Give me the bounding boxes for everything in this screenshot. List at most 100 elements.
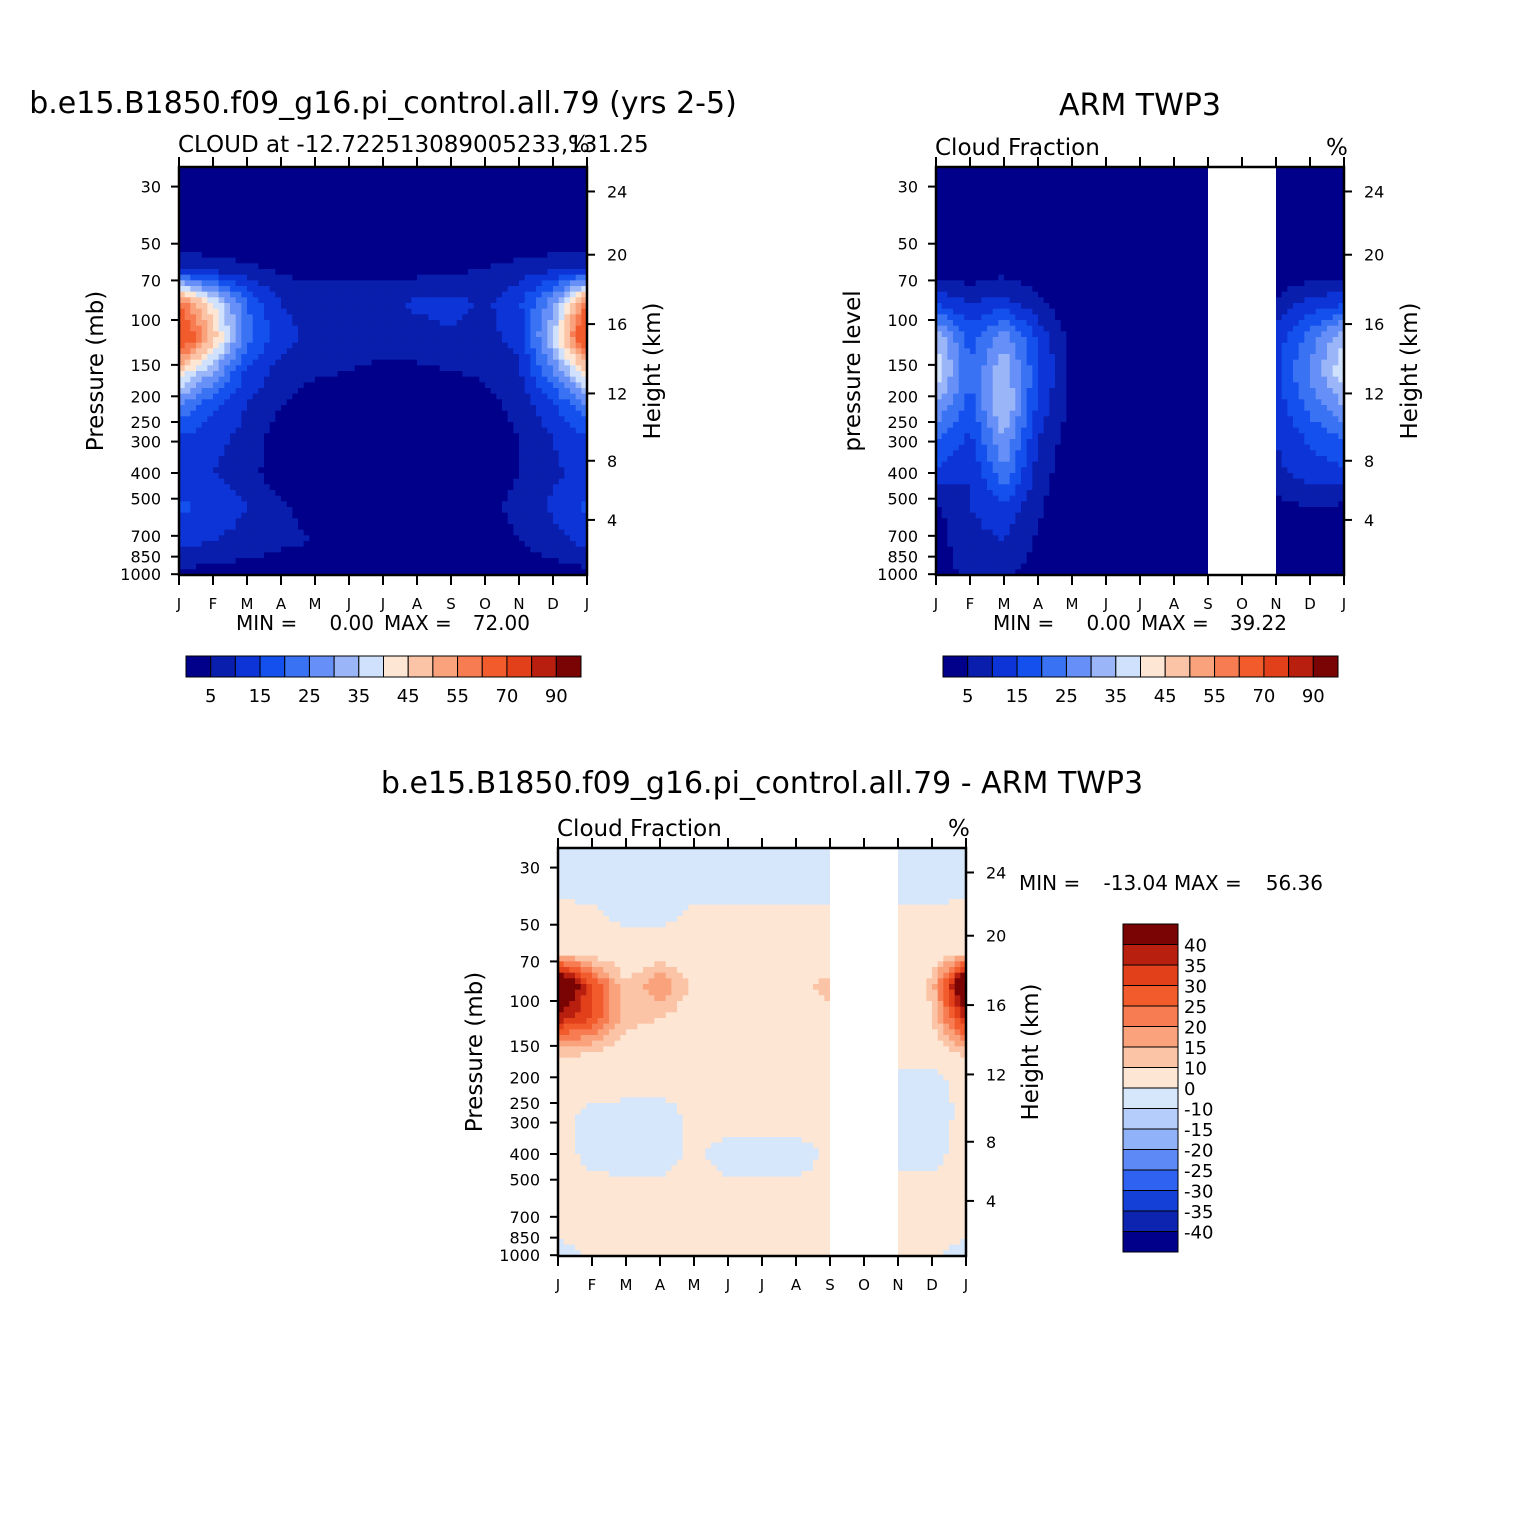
model-cell — [405, 274, 412, 281]
model-cell — [258, 280, 265, 287]
model-cell — [179, 184, 186, 191]
model-cell — [315, 359, 322, 366]
model-cell — [349, 456, 356, 463]
model-cell — [490, 246, 497, 253]
model-cell — [417, 240, 424, 247]
model-cell — [490, 393, 497, 400]
model-cell — [354, 257, 361, 264]
model-cell — [343, 473, 350, 480]
model-cell — [292, 467, 299, 474]
model-cell — [275, 280, 282, 287]
model-cell — [558, 263, 565, 270]
model-cell — [541, 297, 548, 304]
model-cell — [502, 427, 509, 434]
model-cell — [286, 433, 293, 440]
model-cell — [371, 410, 378, 417]
model-cell — [400, 552, 407, 559]
model-cell — [485, 320, 492, 327]
model-cell — [309, 439, 316, 446]
model-cell — [258, 291, 265, 298]
model-cell — [451, 405, 458, 412]
model-cell — [264, 167, 271, 174]
model-cell — [400, 286, 407, 293]
model-cell — [179, 195, 186, 202]
model-cell — [547, 354, 554, 361]
model-cell — [564, 331, 571, 338]
model-cell — [507, 359, 514, 366]
model-cell — [507, 235, 514, 242]
model-cell — [349, 291, 356, 298]
model-cell — [326, 274, 333, 281]
model-cell — [337, 286, 344, 293]
model-cell — [502, 422, 509, 429]
model-cell — [439, 229, 446, 236]
model-cell — [405, 291, 412, 298]
model-cell — [179, 172, 186, 179]
model-cell — [207, 325, 214, 332]
model-cell — [366, 178, 373, 185]
model-cell — [411, 461, 418, 468]
model-cell — [502, 167, 509, 174]
model-cell — [513, 535, 520, 542]
model-cell — [241, 427, 248, 434]
model-cell — [473, 416, 480, 423]
model-cell — [490, 444, 497, 451]
model-cell — [218, 223, 225, 230]
model-cell — [258, 478, 265, 485]
model-cell — [558, 178, 565, 185]
model-cell — [320, 399, 327, 406]
model-cell — [570, 535, 577, 542]
model-cell — [281, 518, 288, 525]
model-cell — [360, 501, 367, 508]
model-cell — [332, 172, 339, 179]
model-cell — [247, 320, 254, 327]
model-cell — [343, 427, 350, 434]
model-cell — [303, 286, 310, 293]
model-cell — [292, 399, 299, 406]
model-cell — [581, 388, 588, 395]
model-cell — [422, 178, 429, 185]
model-cell — [485, 529, 492, 536]
model-cell — [507, 195, 514, 202]
model-cell — [553, 490, 560, 497]
model-cell — [190, 269, 197, 276]
model-cell — [371, 184, 378, 191]
model-cell — [201, 359, 208, 366]
model-cell — [207, 467, 214, 474]
model-cell — [298, 478, 305, 485]
model-cell — [564, 314, 571, 321]
model-cell — [213, 269, 220, 276]
model-cell — [349, 399, 356, 406]
model-cell — [343, 354, 350, 361]
model-cell — [456, 546, 463, 553]
model-cell — [201, 342, 208, 349]
model-cell — [235, 229, 242, 236]
model-cell — [502, 308, 509, 315]
model-cell — [179, 342, 186, 349]
model-cell — [292, 314, 299, 321]
model-cell — [269, 416, 276, 423]
model-cell — [428, 337, 435, 344]
model-cell — [354, 263, 361, 270]
model-cell — [468, 280, 475, 287]
model-cell — [411, 354, 418, 361]
model-cell — [547, 524, 554, 531]
model-cell — [275, 195, 282, 202]
model-cell — [190, 467, 197, 474]
model-cell — [235, 393, 242, 400]
model-cell — [320, 308, 327, 315]
model-units: % — [568, 132, 590, 158]
model-cell — [366, 348, 373, 355]
model-cell — [286, 308, 293, 315]
model-cell — [241, 286, 248, 293]
model-cell — [513, 178, 520, 185]
model-cell — [343, 501, 350, 508]
model-cell — [315, 178, 322, 185]
model-cell — [292, 206, 299, 213]
model-cell — [570, 501, 577, 508]
model-cell — [213, 337, 220, 344]
model-cell — [394, 331, 401, 338]
model-cell — [309, 501, 316, 508]
model-cell — [581, 382, 588, 389]
model-cell — [264, 206, 271, 213]
